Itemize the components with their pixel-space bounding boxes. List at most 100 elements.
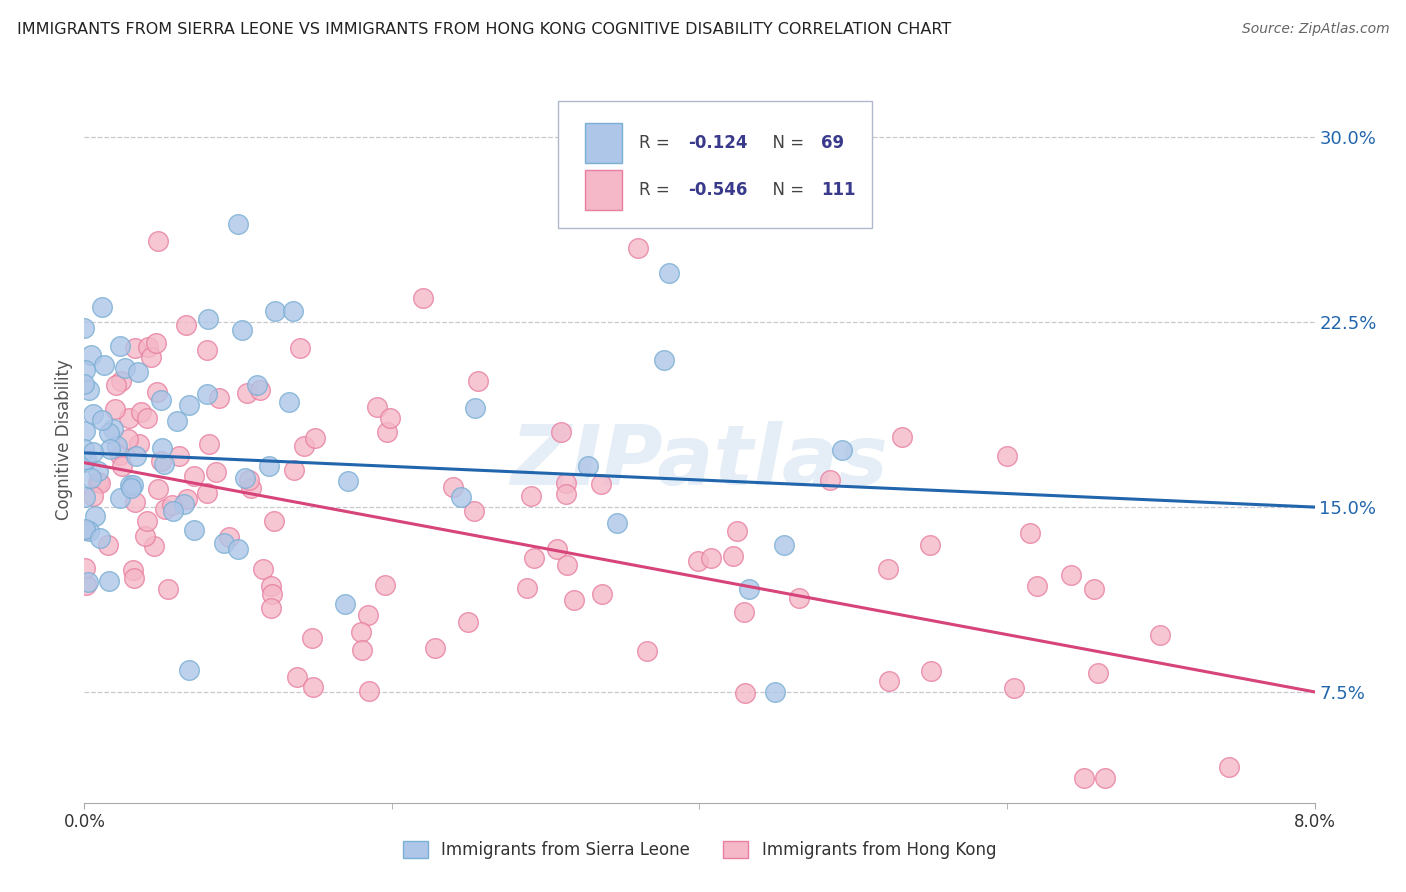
Point: [281, 304, 304, 318]
Point: [73, 321, 96, 335]
Point: [457, 615, 479, 630]
Point: [75, 363, 97, 377]
Point: [260, 600, 283, 615]
Point: [122, 563, 145, 577]
Text: 111: 111: [821, 181, 856, 199]
Point: [1218, 760, 1240, 774]
Point: [652, 352, 675, 367]
Point: [146, 234, 169, 248]
Text: R =: R =: [640, 134, 675, 152]
Point: [464, 401, 486, 415]
Point: [723, 549, 745, 564]
Point: [1018, 526, 1040, 541]
Point: [375, 425, 398, 439]
Point: [128, 366, 150, 380]
Point: [124, 341, 146, 355]
Point: [226, 217, 249, 231]
Point: [412, 291, 434, 305]
Point: [73, 455, 96, 469]
Point: [111, 458, 134, 473]
Point: [658, 266, 681, 280]
Point: [890, 430, 912, 444]
Point: [148, 482, 170, 496]
Point: [562, 592, 585, 607]
Point: [128, 437, 150, 451]
Point: [197, 437, 219, 451]
Point: [249, 383, 271, 397]
Point: [167, 450, 190, 464]
Point: [260, 587, 283, 601]
Point: [103, 422, 125, 436]
Point: [546, 541, 568, 556]
Point: [82, 489, 104, 503]
Point: [93, 358, 115, 372]
Point: [108, 491, 131, 506]
Point: [226, 542, 249, 557]
Point: [118, 410, 141, 425]
Point: [578, 459, 600, 474]
Point: [285, 670, 308, 684]
Point: [1026, 579, 1049, 593]
Point: [359, 684, 381, 698]
Point: [366, 401, 388, 415]
Point: [877, 562, 900, 576]
Text: -0.546: -0.546: [689, 181, 748, 199]
Point: [73, 442, 96, 457]
Point: [174, 318, 197, 332]
Point: [1087, 665, 1109, 680]
Text: Source: ZipAtlas.com: Source: ZipAtlas.com: [1241, 22, 1389, 37]
Point: [1083, 582, 1105, 596]
Point: [450, 490, 472, 504]
Point: [374, 578, 396, 592]
Point: [124, 495, 146, 509]
Point: [231, 323, 253, 337]
Point: [153, 457, 176, 471]
Point: [136, 514, 159, 528]
Point: [82, 444, 104, 458]
Point: [73, 490, 96, 504]
Point: [80, 471, 103, 485]
Point: [1060, 568, 1083, 582]
Point: [725, 524, 748, 539]
Point: [177, 663, 200, 677]
Point: [920, 664, 942, 678]
Point: [557, 558, 579, 572]
Point: [554, 487, 576, 501]
Point: [75, 523, 97, 537]
Point: [82, 407, 104, 421]
Point: [173, 497, 195, 511]
Point: [467, 374, 489, 388]
Point: [157, 582, 180, 597]
Point: [117, 432, 139, 446]
Point: [183, 523, 205, 537]
Point: [97, 426, 120, 441]
Point: [236, 385, 259, 400]
Point: [699, 551, 721, 566]
Text: 69: 69: [821, 134, 845, 152]
Point: [463, 504, 485, 518]
Point: [76, 574, 98, 589]
Point: [519, 489, 541, 503]
Point: [110, 449, 132, 463]
Point: [207, 391, 229, 405]
Point: [636, 644, 658, 658]
Point: [142, 539, 165, 553]
Point: [278, 395, 301, 409]
Point: [596, 143, 619, 157]
Point: [257, 459, 280, 474]
Point: [516, 581, 538, 595]
Point: [734, 685, 756, 699]
Point: [204, 465, 226, 479]
Point: [90, 413, 112, 427]
Point: [212, 536, 235, 550]
Y-axis label: Cognitive Disability: Cognitive Disability: [55, 359, 73, 520]
Point: [91, 300, 114, 314]
Point: [145, 335, 167, 350]
Point: [763, 685, 786, 699]
Point: [425, 641, 447, 656]
Point: [73, 561, 96, 575]
Point: [591, 587, 613, 601]
Text: -0.124: -0.124: [689, 134, 748, 152]
Text: IMMIGRANTS FROM SIERRA LEONE VS IMMIGRANTS FROM HONG KONG COGNITIVE DISABILITY C: IMMIGRANTS FROM SIERRA LEONE VS IMMIGRAN…: [17, 22, 950, 37]
Point: [104, 402, 127, 417]
